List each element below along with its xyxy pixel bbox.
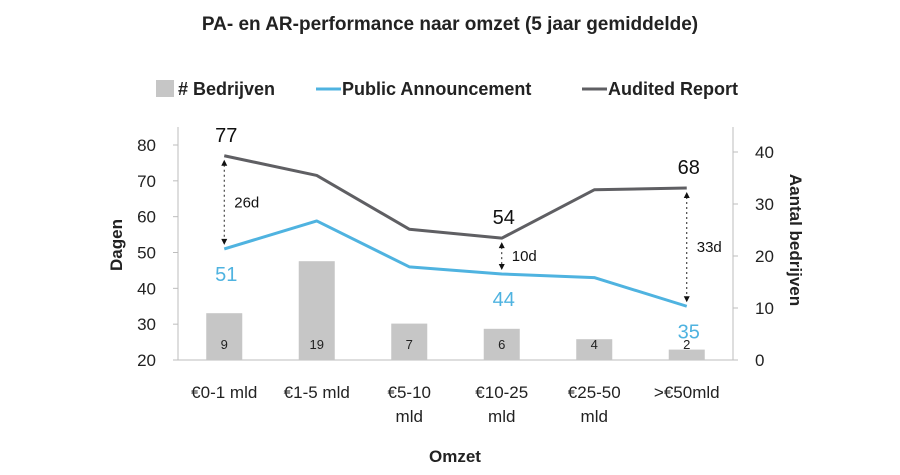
- x-category-line: €5-10: [388, 383, 431, 402]
- gap-label: 10d: [512, 248, 537, 265]
- bar: [391, 323, 428, 360]
- gap-label: 26d: [234, 194, 259, 211]
- bar-value-label: 9: [221, 337, 228, 352]
- public-value-label: 35: [678, 321, 700, 343]
- bar: [483, 328, 520, 360]
- gap-arrow-head-down: [498, 264, 505, 270]
- public-value-label: 44: [493, 289, 515, 311]
- legend-swatch-bedrijven: [156, 80, 174, 97]
- y-left-tick-label: 40: [137, 279, 156, 298]
- gap-arrow-head-up: [221, 159, 228, 166]
- x-axis-title: Omzet: [429, 447, 481, 466]
- y-left-tick-label: 50: [137, 244, 156, 263]
- x-category-label: €1-5 mld: [284, 383, 350, 402]
- y-left-tick-label: 70: [137, 172, 156, 191]
- bars: 9 19 7 6 4 2: [206, 261, 705, 360]
- public-announcement-line: [223, 219, 688, 308]
- x-category-line: >€50mld: [654, 383, 720, 402]
- y-axis-right-title: Aantal bedrijven: [786, 174, 805, 306]
- x-category-line: €0-1 mld: [191, 383, 257, 402]
- bar-value-label: 7: [406, 337, 413, 352]
- axes: 20 30 40 50 60 70 80 0 10 20 30 40 €0-1 mld €1-5 mld €…: [137, 127, 774, 426]
- x-category-label: >€50mld: [654, 383, 720, 402]
- y-left-tick-label: 20: [137, 351, 156, 370]
- annotations: 26d 10d 33d: [221, 159, 722, 303]
- gap-arrow-head-down: [221, 238, 228, 245]
- audited-value-label: 54: [493, 207, 515, 229]
- x-category-line: mld: [488, 407, 515, 426]
- legend-label-bedrijven: # Bedrijven: [178, 79, 275, 99]
- audited-report-line: [223, 154, 687, 240]
- x-category-label: €10-25 mld: [475, 383, 528, 426]
- bar: [206, 313, 243, 360]
- legend-label-audited: Audited Report: [608, 79, 738, 99]
- y-right-tick-label: 20: [755, 247, 774, 266]
- bar-value-label: 19: [310, 337, 324, 352]
- legend-label-public: Public Announcement: [342, 79, 531, 99]
- gap-arrow-head-up: [683, 192, 690, 198]
- x-category-line: €10-25: [475, 383, 528, 402]
- y-right-tick-label: 30: [755, 195, 774, 214]
- lines: [223, 154, 688, 308]
- gap-arrow-head-up: [498, 242, 505, 249]
- y-right-tick-label: 40: [755, 143, 774, 162]
- x-category-label: €5-10 mld: [388, 383, 431, 426]
- y-right-tick-label: 10: [755, 299, 774, 318]
- bar: [668, 349, 705, 360]
- bar-value-label: 2: [683, 337, 690, 352]
- x-category-line: €1-5 mld: [284, 383, 350, 402]
- bar: [298, 261, 335, 360]
- bar: [576, 339, 613, 360]
- labels: 77 54 68 51 44 35: [215, 125, 700, 344]
- y-left-tick-label: 60: [137, 208, 156, 227]
- x-category-label: €25-50 mld: [568, 383, 621, 426]
- audited-value-label: 77: [215, 125, 237, 147]
- public-value-label: 51: [215, 264, 237, 286]
- y-right-tick-label: 0: [755, 351, 764, 370]
- chart-title: PA- en AR-performance naar omzet (5 jaar…: [202, 14, 698, 35]
- x-category-label: €0-1 mld: [191, 383, 257, 402]
- audited-value-label: 68: [678, 157, 700, 179]
- x-category-line: €25-50: [568, 383, 621, 402]
- gap-label: 33d: [697, 239, 722, 256]
- x-category-line: mld: [581, 407, 608, 426]
- bar-value-label: 4: [591, 337, 598, 352]
- y-left-tick-label: 80: [137, 136, 156, 155]
- y-left-tick-label: 30: [137, 315, 156, 334]
- gap-arrow-head-down: [683, 296, 690, 303]
- y-axis-left-title: Dagen: [107, 219, 126, 271]
- legend: # Bedrijven Public Announcement Audited …: [156, 79, 738, 99]
- x-category-line: mld: [396, 407, 423, 426]
- bar-value-label: 6: [498, 337, 505, 352]
